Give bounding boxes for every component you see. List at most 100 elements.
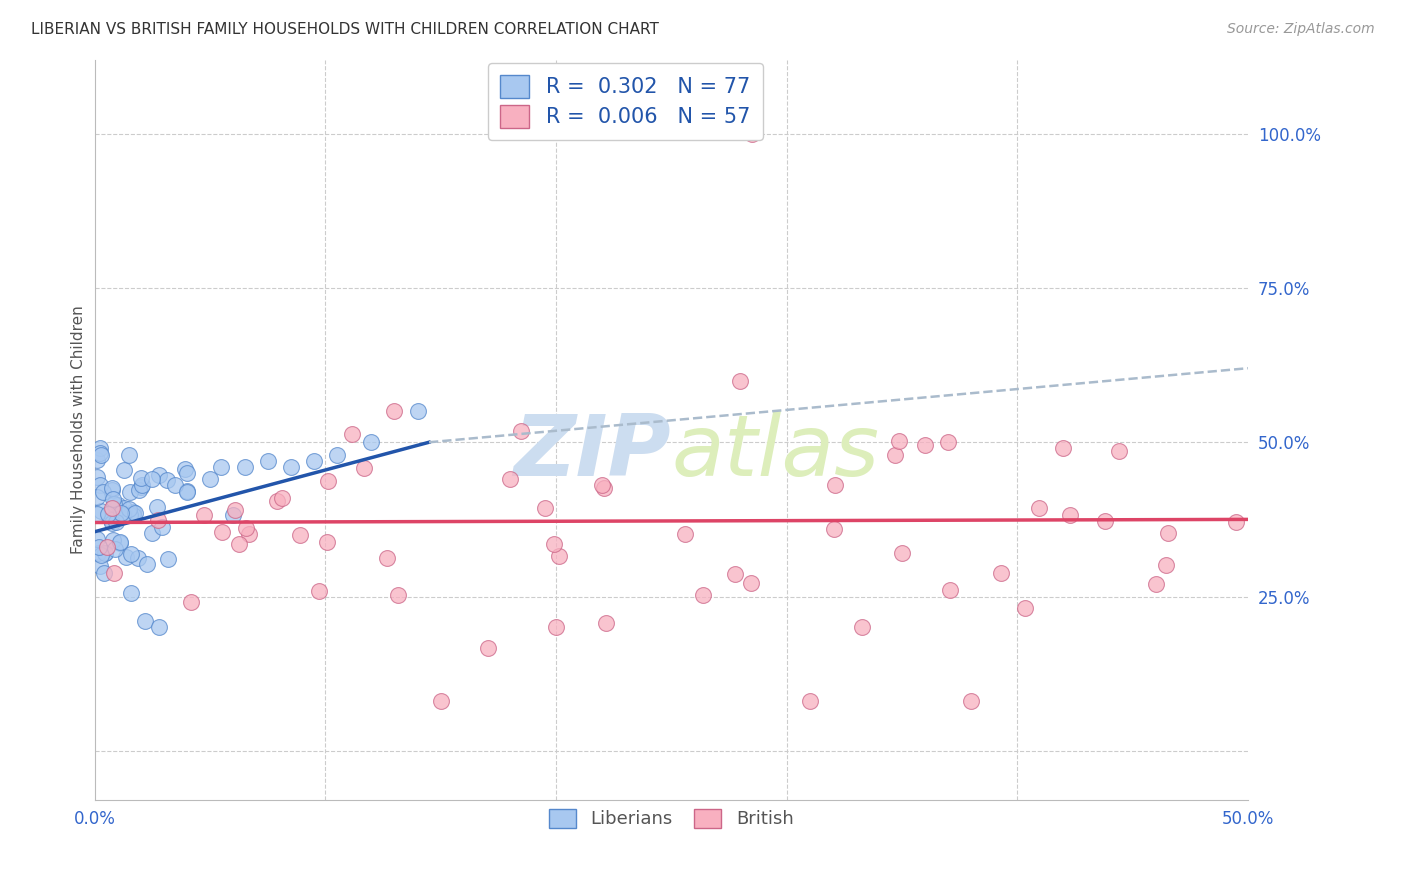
Point <box>534 500 557 515</box>
Point <box>86 470 108 484</box>
Text: atlas: atlas <box>671 410 879 493</box>
Point <box>108 534 131 549</box>
Point <box>96 540 118 554</box>
Point <box>1052 442 1074 456</box>
Legend: Liberians, British: Liberians, British <box>541 801 801 836</box>
Point <box>211 459 233 474</box>
Point <box>129 471 152 485</box>
Point <box>112 508 135 522</box>
Point <box>176 484 198 499</box>
Point <box>914 438 936 452</box>
Point <box>198 472 221 486</box>
Point <box>724 566 747 581</box>
Point <box>180 595 202 609</box>
Point <box>316 474 339 488</box>
Point <box>112 508 135 523</box>
Point <box>692 588 714 602</box>
Point <box>94 546 117 560</box>
Point <box>146 513 169 527</box>
Point <box>266 494 288 508</box>
Point <box>1014 601 1036 615</box>
Point <box>134 614 156 628</box>
Point <box>120 586 142 600</box>
Point <box>360 435 382 450</box>
Point <box>86 491 108 505</box>
Point <box>851 620 873 634</box>
Point <box>121 505 143 519</box>
Point <box>1094 514 1116 528</box>
Point <box>89 441 111 455</box>
Point <box>104 542 127 557</box>
Point <box>101 516 124 531</box>
Point <box>93 566 115 580</box>
Point <box>141 525 163 540</box>
Point <box>887 434 910 449</box>
Point <box>91 484 114 499</box>
Point <box>1108 443 1130 458</box>
Point <box>960 694 983 708</box>
Point <box>302 454 325 468</box>
Point <box>1225 516 1247 530</box>
Point <box>148 467 170 482</box>
Point <box>256 454 278 468</box>
Point <box>141 472 163 486</box>
Point <box>103 566 125 580</box>
Point <box>384 404 406 418</box>
Point <box>108 535 131 549</box>
Y-axis label: Family Households with Children: Family Households with Children <box>72 306 86 554</box>
Point <box>224 503 246 517</box>
Point <box>128 483 150 497</box>
Point <box>176 484 198 499</box>
Point <box>233 459 256 474</box>
Point <box>308 584 330 599</box>
Point <box>101 483 124 497</box>
Point <box>741 127 763 141</box>
Point <box>595 616 617 631</box>
Point <box>211 525 233 540</box>
Point <box>548 549 571 564</box>
Point <box>193 508 215 522</box>
Point <box>353 461 375 475</box>
Point <box>884 448 907 462</box>
Point <box>120 547 142 561</box>
Point <box>121 508 143 522</box>
Point <box>127 551 149 566</box>
Point <box>675 527 697 541</box>
Point <box>94 546 117 560</box>
Point <box>543 537 565 551</box>
Point <box>510 424 533 438</box>
Point <box>593 481 616 495</box>
Point <box>120 508 142 523</box>
Point <box>406 404 429 418</box>
Point <box>429 694 451 708</box>
Point <box>157 552 180 566</box>
Point <box>118 448 141 462</box>
Point <box>1059 508 1081 522</box>
Point <box>103 491 125 506</box>
Point <box>477 640 499 655</box>
Point <box>290 528 312 542</box>
Text: Source: ZipAtlas.com: Source: ZipAtlas.com <box>1227 22 1375 37</box>
Point <box>823 522 845 536</box>
Point <box>499 472 522 486</box>
Point <box>135 558 157 572</box>
Point <box>131 477 153 491</box>
Point <box>118 485 141 500</box>
Point <box>1157 526 1180 541</box>
Point <box>165 478 187 492</box>
Point <box>129 480 152 494</box>
Point <box>89 558 111 573</box>
Point <box>87 540 110 554</box>
Point <box>107 498 129 512</box>
Point <box>103 533 125 547</box>
Point <box>271 491 294 505</box>
Point <box>146 500 169 515</box>
Text: LIBERIAN VS BRITISH FAMILY HOUSEHOLDS WITH CHILDREN CORRELATION CHART: LIBERIAN VS BRITISH FAMILY HOUSEHOLDS WI… <box>31 22 659 37</box>
Point <box>86 508 108 522</box>
Point <box>316 535 339 549</box>
Point <box>156 473 179 487</box>
Point <box>90 504 112 518</box>
Point <box>280 459 302 474</box>
Point <box>222 508 245 522</box>
Point <box>730 374 752 388</box>
